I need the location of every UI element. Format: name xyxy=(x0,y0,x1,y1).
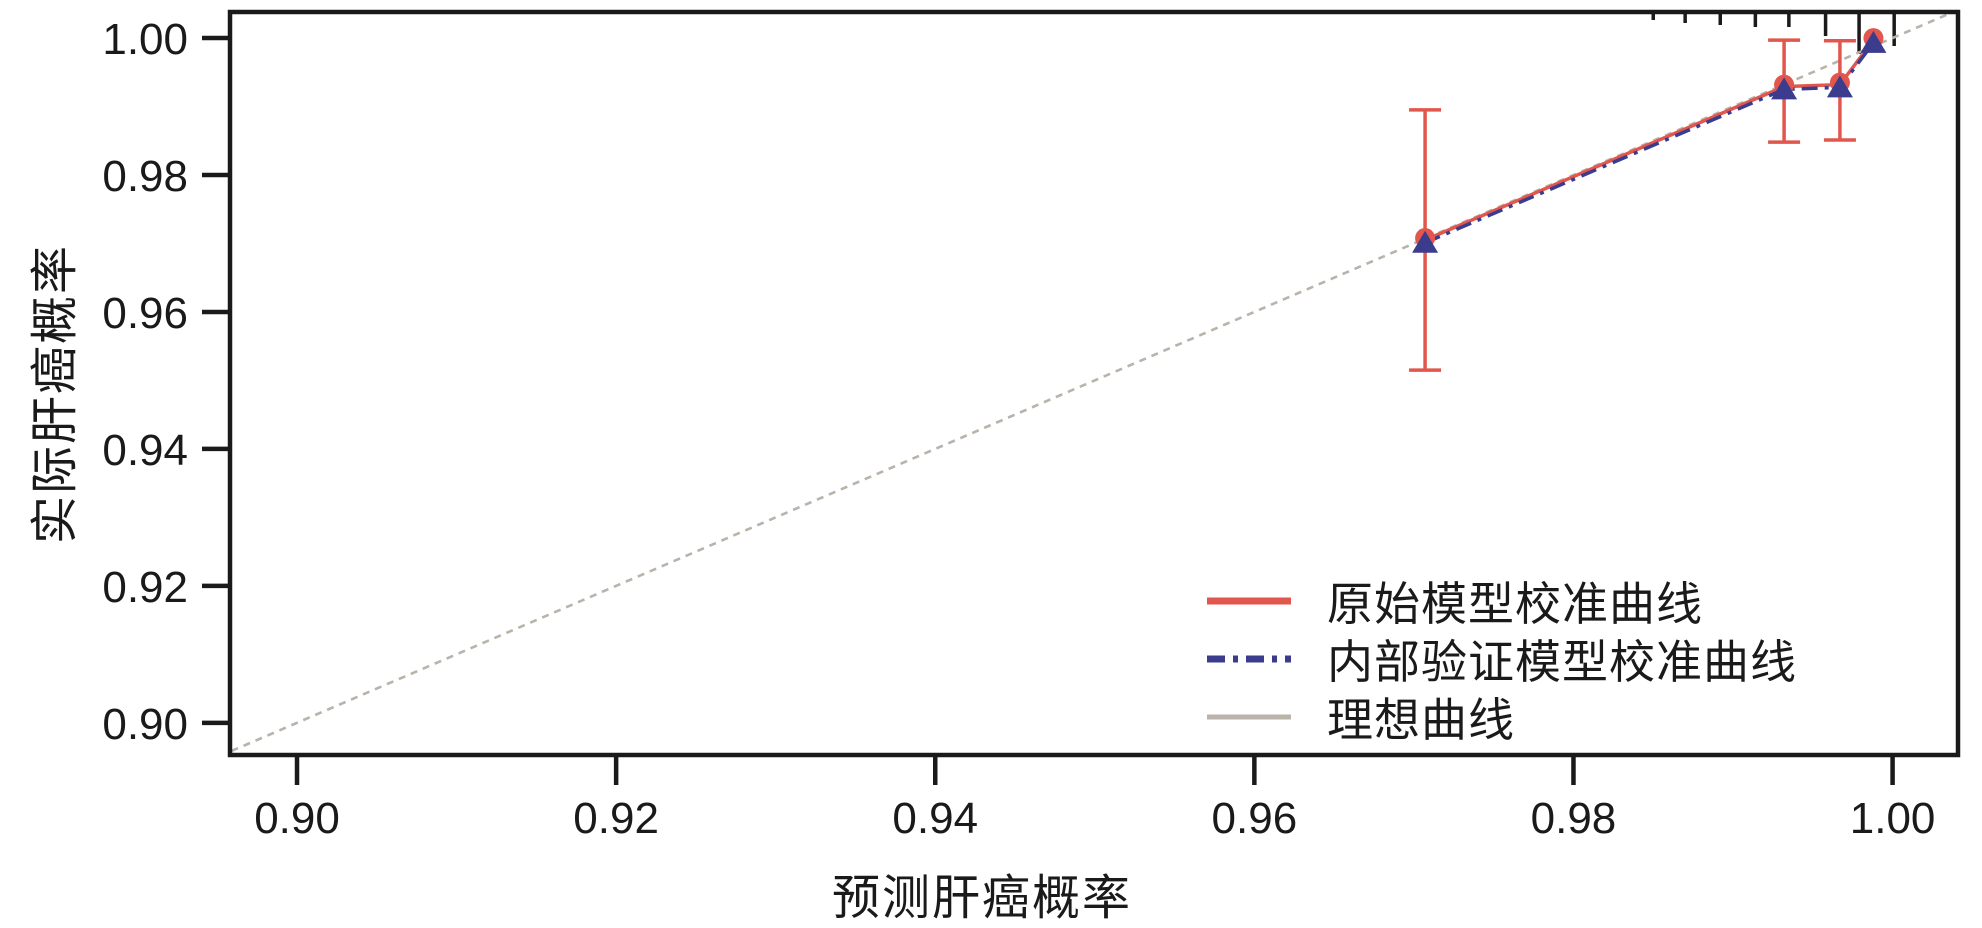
x-tick-label: 0.90 xyxy=(254,794,340,843)
plot-border xyxy=(227,9,1961,758)
y-tick-label: 1.00 xyxy=(102,15,188,64)
legend-label-validated: 内部验证模型校准曲线 xyxy=(1327,636,1797,688)
series-line-1 xyxy=(1424,41,1875,245)
marker-triangle xyxy=(1412,230,1439,253)
y-tick-label: 0.90 xyxy=(102,700,188,749)
x-tick-label: 0.98 xyxy=(1531,794,1617,843)
x-tick-label: 1.00 xyxy=(1850,794,1936,843)
x-axis-label: 预测肝癌概率 xyxy=(831,872,1132,925)
x-tick-label: 0.96 xyxy=(1212,794,1298,843)
marker-triangle xyxy=(1771,77,1798,100)
marker-triangle xyxy=(1826,75,1853,98)
legend-item-validated: 内部验证模型校准曲线 xyxy=(1205,630,1797,688)
y-tick-label: 0.98 xyxy=(102,152,188,201)
legend-label-ideal: 理想曲线 xyxy=(1327,694,1515,746)
x-tick-label: 0.92 xyxy=(573,794,659,843)
y-tick-label: 0.92 xyxy=(102,563,188,612)
legend-item-original: 原始模型校准曲线 xyxy=(1205,572,1797,630)
legend: 原始模型校准曲线 内部验证模型校准曲线 理想曲线 xyxy=(1205,572,1797,746)
legend-swatch-validated-line xyxy=(1207,655,1291,663)
legend-swatch-ideal-line xyxy=(1207,714,1291,720)
y-tick-label: 0.94 xyxy=(102,426,188,475)
x-tick-label: 0.94 xyxy=(892,794,978,843)
y-tick-label: 0.96 xyxy=(102,289,188,338)
series-line-0 xyxy=(1424,39,1875,242)
marker-triangle xyxy=(1860,30,1887,53)
legend-label-original: 原始模型校准曲线 xyxy=(1327,578,1703,630)
legend-swatch-original-line xyxy=(1207,597,1291,605)
legend-item-ideal: 理想曲线 xyxy=(1205,688,1797,746)
y-axis-label: 实际肝癌概率 xyxy=(29,244,82,545)
